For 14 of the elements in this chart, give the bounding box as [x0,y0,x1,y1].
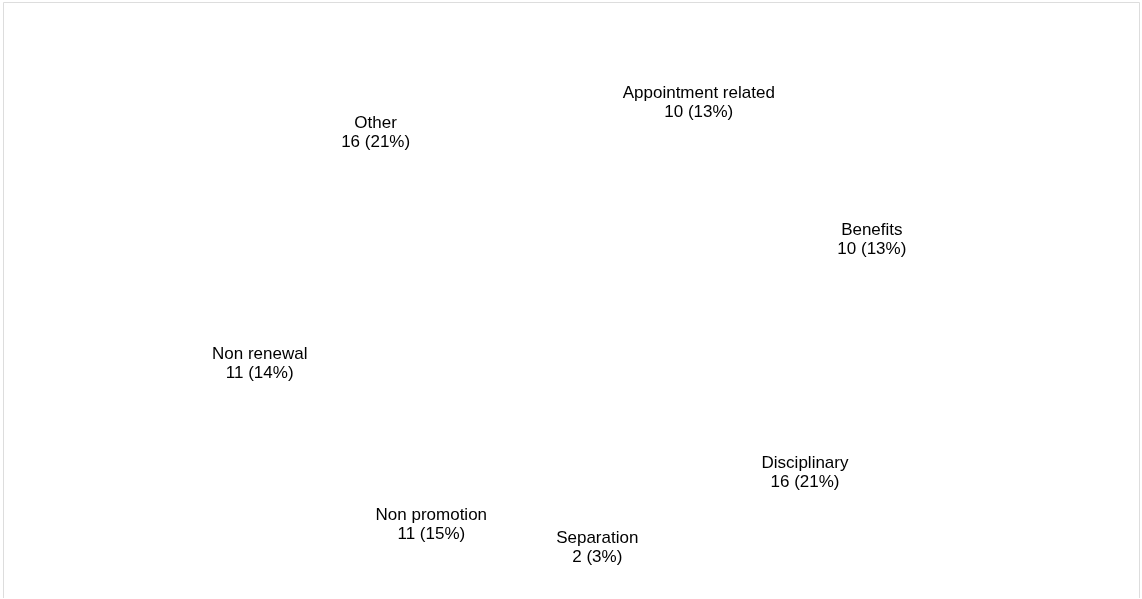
category-label: Appointment related [622,83,775,103]
category-label: Non renewal [211,343,308,363]
category-label: Other [354,112,398,132]
data-label: 10 (13%) [837,239,907,259]
category-label: Non promotion [375,504,488,524]
data-label: 16 (21%) [770,472,840,492]
data-label: 11 (15%) [397,523,466,543]
category-label: Disciplinary [761,453,849,473]
data-label: 16 (21%) [341,131,411,151]
data-label: 10 (13%) [664,102,734,122]
category-label: Separation [556,527,639,547]
data-label: 11 (14%) [225,362,294,382]
category-label: Benefits [841,220,903,240]
data-label: 2 (3%) [572,546,623,566]
